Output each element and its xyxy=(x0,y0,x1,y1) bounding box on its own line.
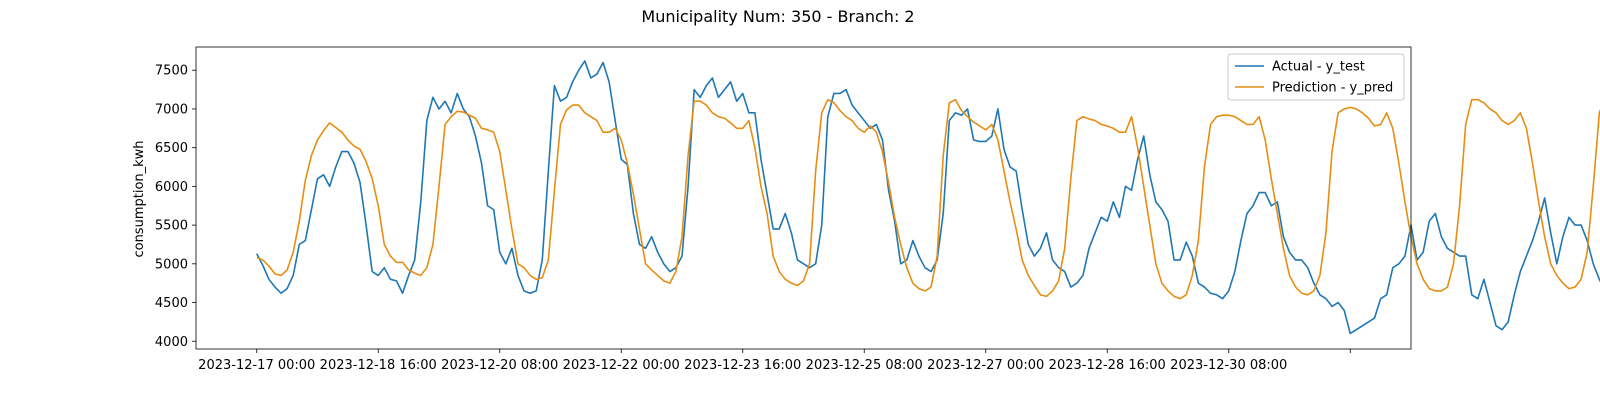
y-tick-label: 5000 xyxy=(155,257,188,272)
legend: Actual - y_test Prediction - y_pred xyxy=(1227,53,1405,101)
y-tick-label: 4000 xyxy=(155,335,188,350)
plot-frame xyxy=(195,46,1412,350)
y-tick-label: 5500 xyxy=(155,219,188,234)
x-tick-label: 2023-12-27 00:00 xyxy=(927,358,1044,373)
chart-title: Municipality Num: 350 - Branch: 2 xyxy=(641,7,914,26)
legend-frame xyxy=(1227,53,1405,101)
x-tick-label: 2023-12-17 00:00 xyxy=(198,358,315,373)
y-tick-label: 7500 xyxy=(155,64,188,79)
legend-label-actual: Actual - y_test xyxy=(1272,60,1365,75)
x-tick-label: 2023-12-28 16:00 xyxy=(1049,358,1166,373)
series-layer xyxy=(256,60,1600,335)
y-tick-label: 4500 xyxy=(155,296,188,311)
y-tick-label: 6000 xyxy=(155,180,188,195)
y-axis-label: consumption_kwh xyxy=(132,140,147,257)
series-line-prediction xyxy=(256,98,1600,300)
x-tick-label: 2023-12-22 00:00 xyxy=(563,358,680,373)
x-axis: 2023-12-17 00:00 2023-12-18 16:00 2023-12-… xyxy=(198,349,1351,373)
x-tick-label: 2023-12-25 08:00 xyxy=(806,358,923,373)
y-tick-label: 7000 xyxy=(155,102,188,117)
series-line-actual xyxy=(256,60,1600,335)
x-tick-label: 2023-12-30 08:00 xyxy=(1170,358,1287,373)
x-tick-label: 2023-12-20 08:00 xyxy=(441,358,558,373)
x-tick-label: 2023-12-23 16:00 xyxy=(684,358,801,373)
legend-label-prediction: Prediction - y_pred xyxy=(1272,81,1393,96)
y-tick-label: 6500 xyxy=(155,141,188,156)
x-tick-label: 2023-12-18 16:00 xyxy=(320,358,437,373)
y-axis: 4000 4500 5000 5500 6000 6500 7000 7500 xyxy=(155,64,196,350)
